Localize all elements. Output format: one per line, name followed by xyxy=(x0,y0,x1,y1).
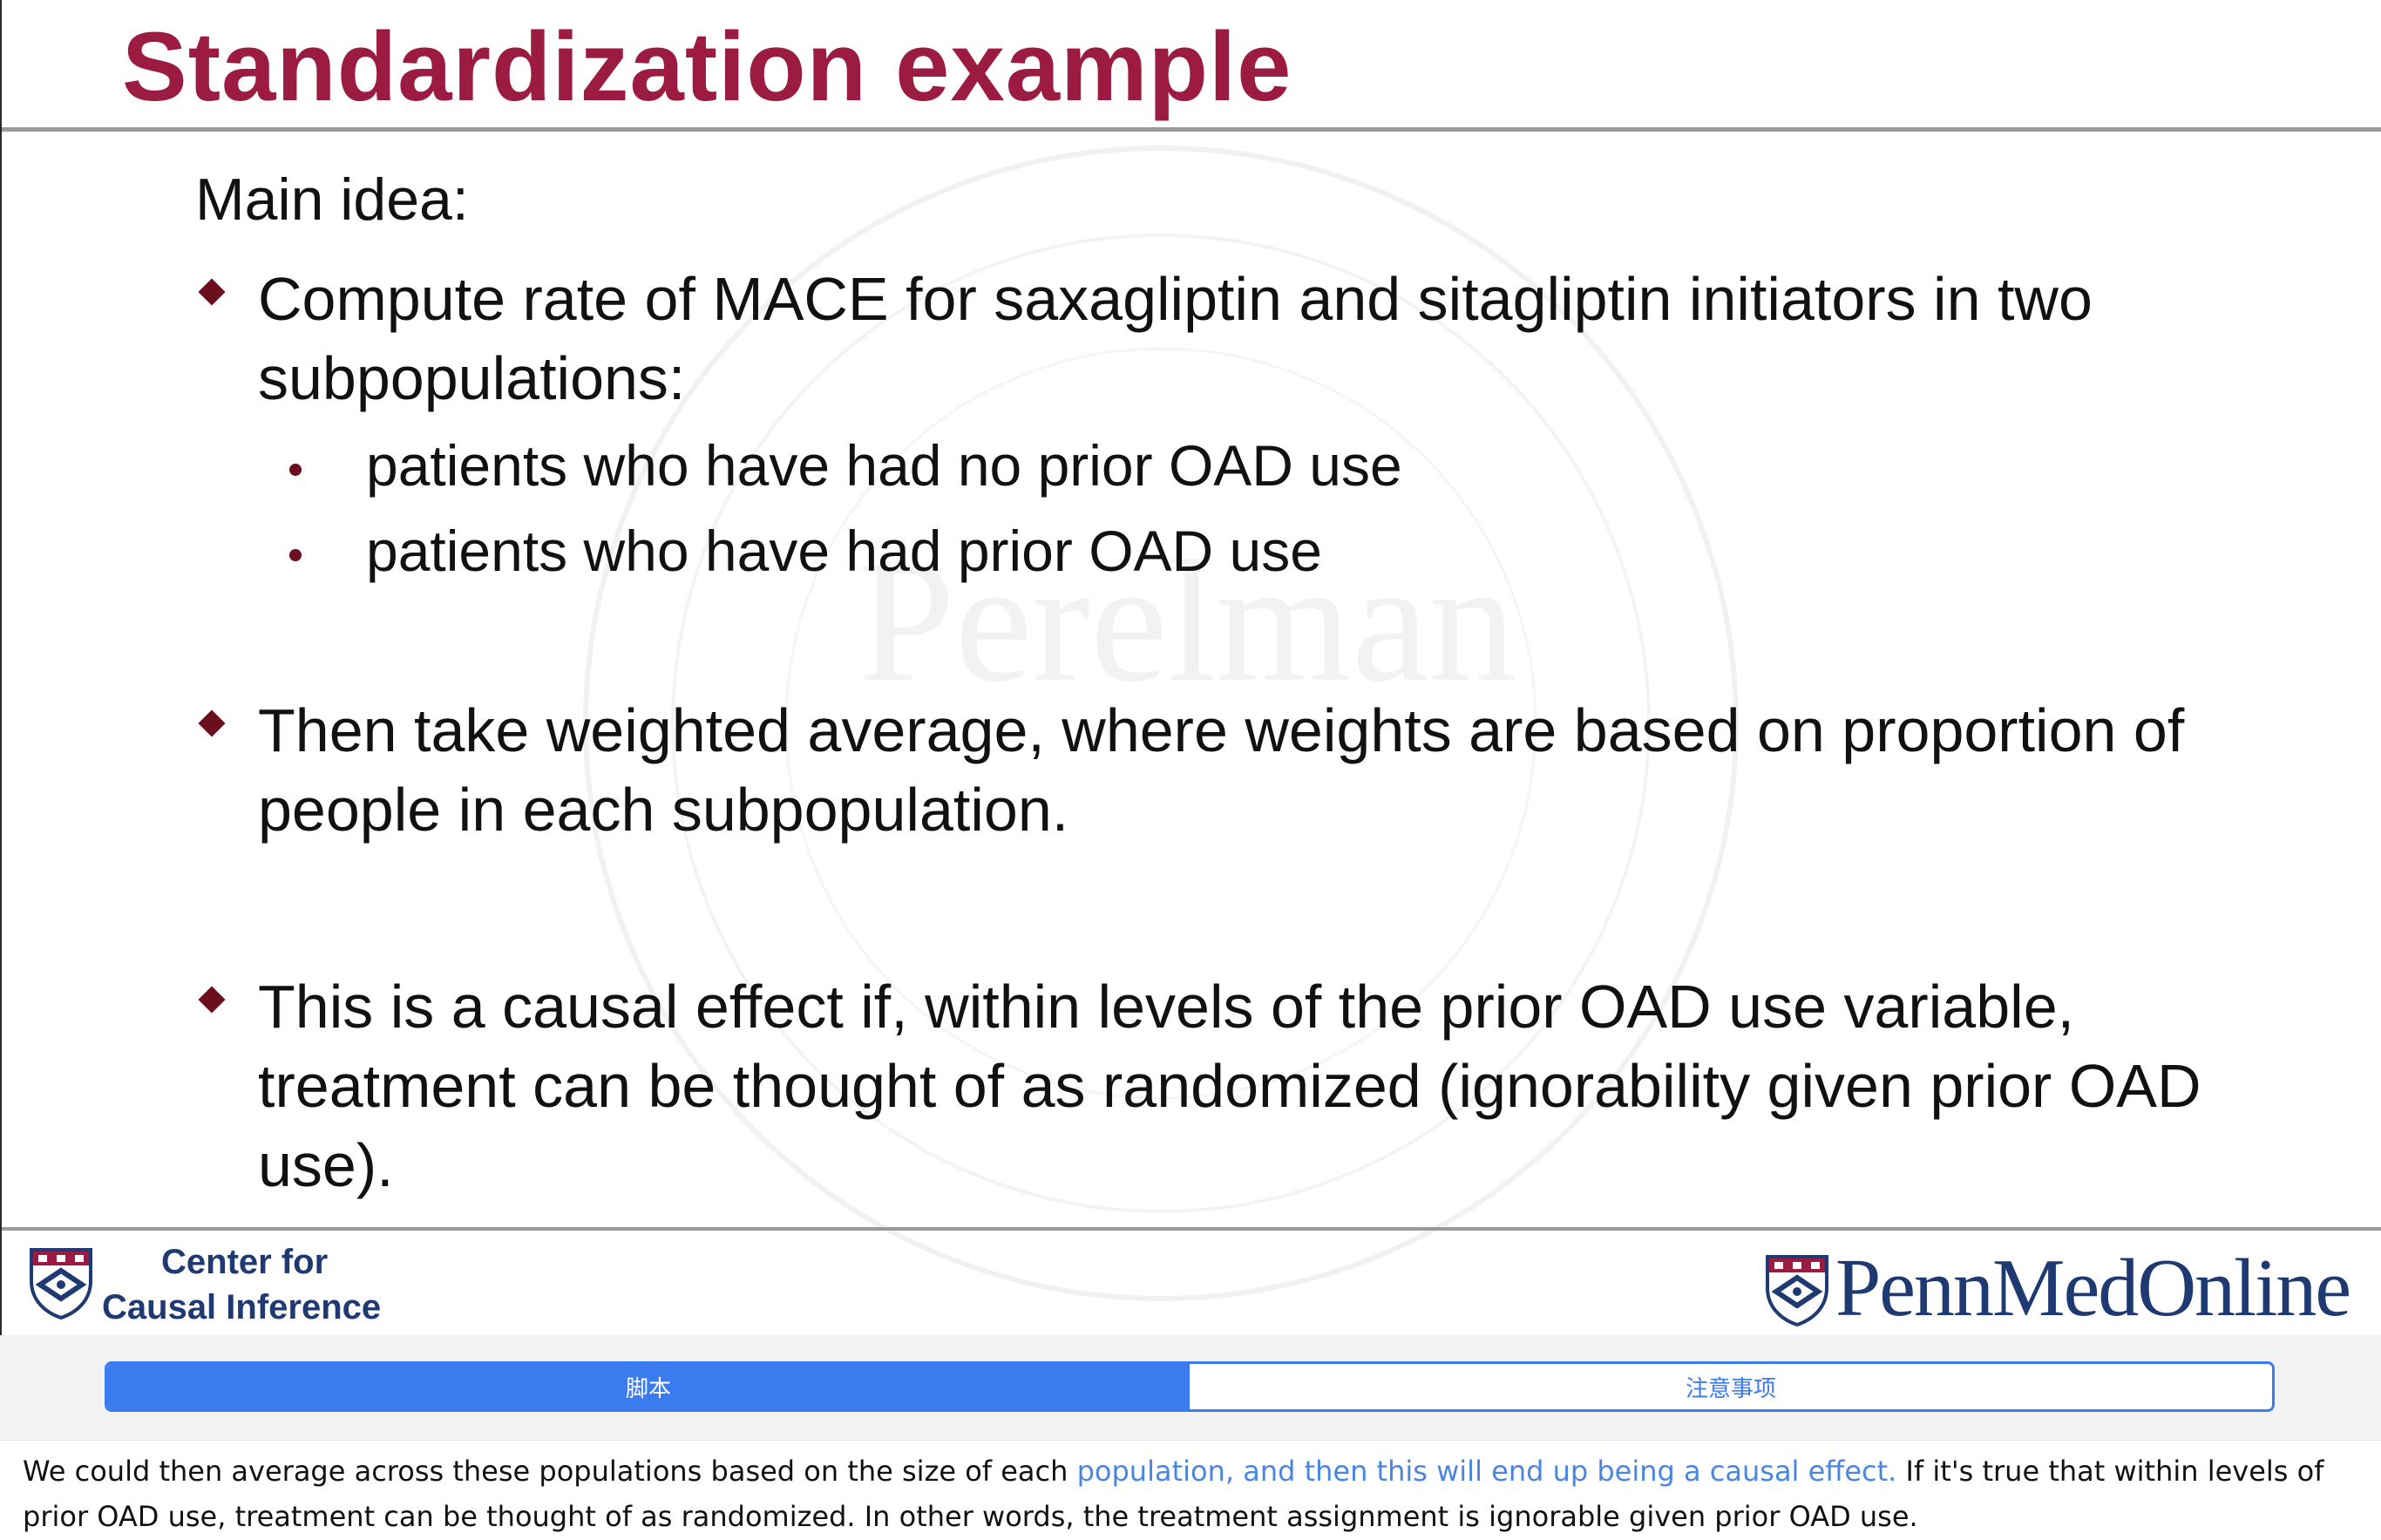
tab-bar: 脚本 注意事项 xyxy=(0,1335,2381,1441)
logo-line: Causal Inference xyxy=(102,1288,382,1326)
slide-title: Standardization example xyxy=(122,12,1292,121)
bullet-text: Then take weighted average, where weight… xyxy=(258,696,2185,844)
svg-text:Perelman: Perelman xyxy=(858,526,1516,718)
sub-bullet-text: patients who have had prior OAD use xyxy=(366,519,1322,583)
title-divider xyxy=(2,127,2381,132)
slide-body: Main idea: Compute rate of MACE for saxa… xyxy=(2,0,2381,1220)
bullet-text: This is a causal effect if, within level… xyxy=(258,973,2201,1199)
penn-shield-icon xyxy=(1766,1255,1828,1326)
diamond-bullet-icon xyxy=(198,986,226,1014)
bullet-item: Compute rate of MACE for saxagliptin and… xyxy=(195,260,2269,418)
footer-divider xyxy=(2,1227,2381,1231)
transcript-text: We could then average across these popul… xyxy=(23,1455,1077,1488)
main-idea-heading: Main idea: xyxy=(195,166,469,233)
sub-bullet-text: patients who have had no prior OAD use xyxy=(366,433,1402,498)
diamond-bullet-icon xyxy=(198,278,226,306)
penn-shield-icon xyxy=(30,1248,92,1320)
segmented-tabs: 脚本 注意事项 xyxy=(105,1361,2275,1412)
transcript-panel: We could then average across these popul… xyxy=(23,1448,2367,1539)
pennmedonline-logo: PennMedOnline xyxy=(1835,1243,2351,1333)
logo-line: Center for xyxy=(161,1243,329,1281)
bullet-item: Then take weighted average, where weight… xyxy=(195,691,2269,850)
tab-notes[interactable]: 注意事项 xyxy=(1190,1364,2272,1409)
lecture-slide: Perelman Standardization example Main id… xyxy=(0,0,2381,1335)
university-seal-watermark: Perelman xyxy=(583,146,1739,1301)
bullet-item: This is a causal effect if, within level… xyxy=(195,967,2269,1205)
diamond-bullet-icon xyxy=(198,709,226,737)
tab-script[interactable]: 脚本 xyxy=(107,1364,1190,1409)
center-for-causal-inference-logo: Center for Causal Inference xyxy=(102,1239,381,1330)
dot-bullet-icon xyxy=(289,464,302,476)
bullet-text: Compute rate of MACE for saxagliptin and… xyxy=(258,265,2093,412)
dot-bullet-icon xyxy=(289,549,302,561)
transcript-current-sentence[interactable]: population, and then this will end up be… xyxy=(1076,1455,1897,1488)
transcript-text: If it's true that within levels of prior… xyxy=(23,1455,2324,1533)
